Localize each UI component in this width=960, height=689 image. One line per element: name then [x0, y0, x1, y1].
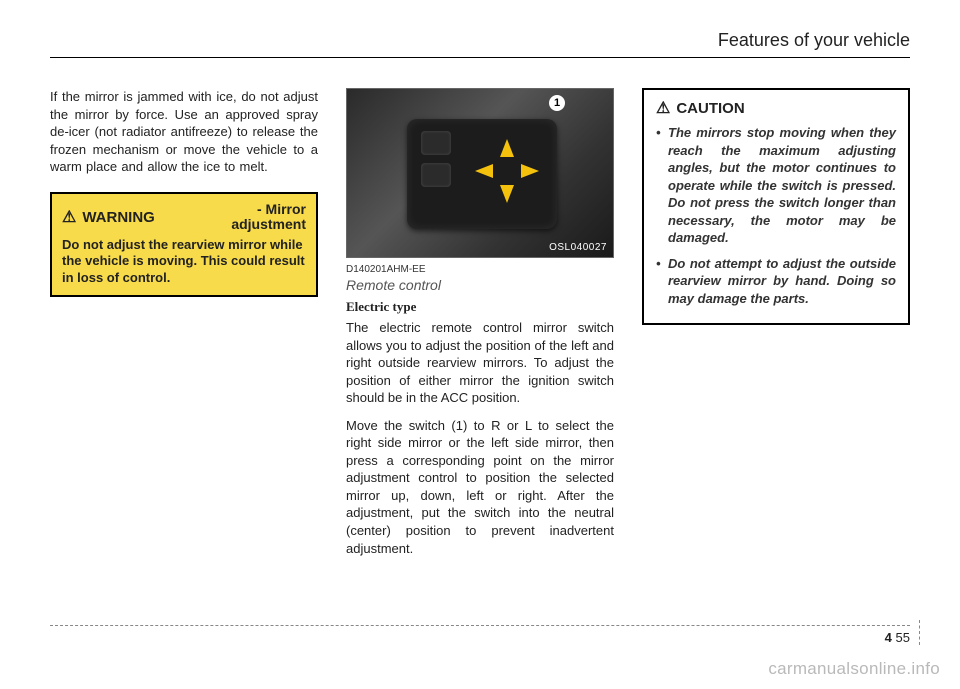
column-1: If the mirror is jammed with ice, do not…: [50, 88, 318, 567]
warning-label: WARNING: [82, 209, 155, 226]
caution-box: ⚠ CAUTION The mirrors stop moving when t…: [642, 88, 910, 325]
manual-page: Features of your vehicle If the mirror i…: [0, 0, 960, 640]
warning-subtitle: - Mirror adjustment: [231, 202, 306, 233]
arrow-right-icon: [521, 164, 539, 178]
paragraph-1: The electric remote control mirror switc…: [346, 319, 614, 407]
content-columns: If the mirror is jammed with ice, do not…: [50, 88, 910, 567]
page-number: 55: [896, 630, 910, 645]
photo-id: OSL040027: [549, 242, 607, 253]
intro-paragraph: If the mirror is jammed with ice, do not…: [50, 88, 318, 176]
subheading-2: Electric type: [346, 299, 614, 315]
column-2: 1 OSL040027 D140201AHM-EE Remote control…: [346, 88, 614, 567]
caution-label: CAUTION: [676, 100, 744, 117]
warning-subtitle-1: - Mirror: [257, 201, 306, 217]
figure-code: D140201AHM-EE: [346, 264, 614, 275]
section-number: 4: [885, 630, 892, 645]
page-footer: 4 55: [50, 625, 910, 645]
callout-1: 1: [549, 95, 565, 111]
arrow-down-icon: [500, 185, 514, 203]
paragraph-2: Move the switch (1) to R or L to select …: [346, 417, 614, 557]
caution-icon: ⚠: [656, 98, 670, 118]
caution-title-row: ⚠ CAUTION: [656, 98, 896, 118]
arrow-left-icon: [475, 164, 493, 178]
mirror-control-photo: 1 OSL040027: [346, 88, 614, 258]
direction-pad: [475, 139, 539, 203]
warning-icon: ⚠: [62, 207, 76, 227]
watermark: carmanualsonline.info: [768, 659, 940, 679]
column-3: ⚠ CAUTION The mirrors stop moving when t…: [642, 88, 910, 567]
warning-title-row: ⚠ WARNING - Mirror adjustment: [62, 202, 306, 233]
lock-button-icon: [421, 131, 451, 155]
chapter-title: Features of your vehicle: [50, 30, 910, 58]
unlock-button-icon: [421, 163, 451, 187]
caution-item-2: Do not attempt to adjust the outside rea…: [656, 255, 896, 308]
caution-item-1: The mirrors stop moving when they reach …: [656, 124, 896, 247]
arrow-up-icon: [500, 139, 514, 157]
warning-box: ⚠ WARNING - Mirror adjustment Do not adj…: [50, 192, 318, 297]
warning-subtitle-2: adjustment: [231, 216, 306, 232]
control-panel: [407, 119, 557, 229]
subheading: Remote control: [346, 277, 614, 293]
caution-list: The mirrors stop moving when they reach …: [656, 124, 896, 307]
warning-body: Do not adjust the rearview mirror while …: [62, 237, 306, 288]
margin-dash: [919, 620, 920, 645]
